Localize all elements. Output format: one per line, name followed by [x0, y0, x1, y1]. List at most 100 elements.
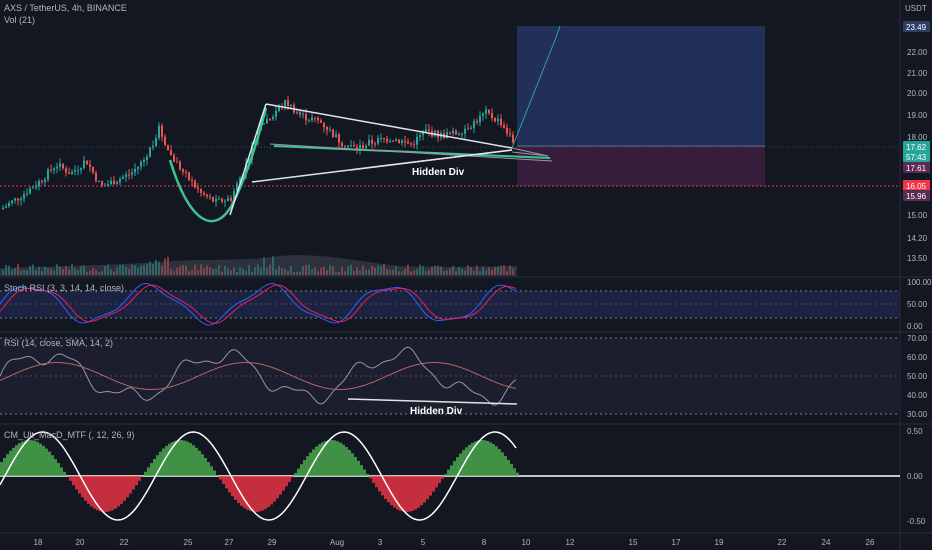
volume-bar: [362, 265, 364, 275]
volume-bar: [194, 264, 196, 275]
macd-tick-label: 0.00: [907, 472, 923, 481]
volume-bar: [332, 266, 334, 275]
candle-body: [362, 145, 364, 149]
volume-bar: [509, 265, 511, 275]
macd-hist-bar: [300, 464, 303, 476]
wedge-tip: [511, 147, 549, 157]
candle-body: [176, 161, 178, 163]
volume-bar: [470, 267, 472, 275]
volume-bar: [428, 269, 430, 275]
candle-body: [128, 174, 130, 176]
candle-body: [320, 120, 322, 123]
volume-bar: [347, 266, 349, 275]
volume-bar: [383, 264, 385, 275]
volume-bar: [212, 268, 214, 275]
macd-hist-bar: [420, 476, 423, 506]
time-axis[interactable]: 18 20 22 25 27 29 Aug 3 5 8 10 12 15 17 19 22 24 26: [34, 538, 875, 547]
rsi-legend[interactable]: RSI (14, close, SMA, 14, 2): [4, 338, 114, 348]
rally-line[interactable]: [229, 103, 267, 216]
volume-bar: [302, 265, 304, 275]
volume-bar: [272, 256, 274, 275]
macd-hist-bar: [102, 476, 105, 512]
projection-line[interactable]: [511, 25, 561, 149]
candle-body: [152, 145, 154, 148]
time-tick-label: 24: [822, 538, 831, 547]
hidden-div-line[interactable]: [349, 149, 513, 171]
volume-bar: [182, 264, 184, 275]
volume-bar: [251, 271, 253, 275]
macd-hist-bar: [156, 455, 159, 476]
volume-bar: [74, 268, 76, 275]
volume-bar: [59, 266, 61, 275]
candle-body: [143, 159, 145, 162]
volume-bar: [296, 271, 298, 275]
volume-bar: [419, 264, 421, 275]
channel-upper-line[interactable]: [265, 103, 513, 149]
macd-hist-bar: [294, 472, 297, 476]
macd-hist-bar: [30, 440, 33, 476]
volume-bar: [329, 265, 331, 275]
macd-hist-bar: [438, 476, 441, 484]
time-tick-label: 3: [378, 538, 383, 547]
volume-legend[interactable]: Vol (21): [4, 15, 36, 25]
candle-body: [455, 130, 457, 135]
macd-hist-bar: [12, 447, 15, 476]
volume-bar: [494, 266, 496, 275]
volume-bar: [47, 268, 49, 275]
rounding-bottom-curve[interactable]: [168, 107, 268, 223]
candle-body: [404, 140, 406, 142]
candle-body: [53, 168, 55, 171]
macd-hist-bar: [483, 440, 486, 476]
macd-hist-bar: [333, 440, 336, 476]
time-tick-label: 29: [268, 538, 277, 547]
candle-body: [161, 125, 163, 137]
candle-body: [299, 112, 301, 115]
candle-body: [482, 113, 484, 116]
candle-body: [44, 179, 46, 182]
macd-hist-bar: [261, 476, 264, 511]
volume-bar: [413, 270, 415, 275]
volume-bar: [275, 269, 277, 275]
stoch-k-line: [0, 282, 517, 326]
candle-body: [200, 189, 202, 193]
stoch-legend[interactable]: Stoch RSI (3, 3, 14, 14, close): [4, 283, 125, 293]
volume-bar: [497, 266, 499, 275]
macd-legend[interactable]: CM_Ult_MacD_MTF (, 12, 26, 9): [4, 430, 135, 440]
volume-bar: [434, 265, 436, 275]
macd-hist-bar: [117, 476, 120, 507]
channel-lower-gray-line[interactable]: [269, 143, 553, 162]
candle-body: [437, 130, 439, 138]
candle-body: [86, 160, 88, 165]
quote-currency: USDT: [905, 4, 927, 13]
candle-body: [290, 104, 292, 107]
volume-bar: [152, 263, 154, 275]
price-label-text: 23.49: [906, 23, 927, 32]
volume-bar: [257, 264, 259, 275]
rsi-ma-line: [0, 362, 517, 390]
long-stop-zone[interactable]: [517, 146, 765, 186]
candle-body: [179, 161, 181, 170]
candle-body: [146, 156, 148, 160]
volume-bar: [440, 266, 442, 275]
candle-body: [239, 178, 241, 184]
macd-hist-bar: [216, 475, 219, 476]
candle-body: [191, 179, 193, 182]
volume-bar: [131, 264, 133, 275]
macd-hist-bar: [453, 461, 456, 476]
candle-body: [401, 140, 403, 143]
channel-lower-green-line[interactable]: [273, 145, 551, 159]
volume-bar: [506, 271, 508, 275]
long-profit-zone[interactable]: [517, 26, 765, 146]
trendline-drawings[interactable]: [168, 103, 553, 223]
volume-bar: [146, 263, 148, 275]
symbol-legend[interactable]: AXS / TetherUS, 4h, BINANCE: [4, 3, 127, 13]
rsi-divergence-line[interactable]: [347, 398, 518, 405]
macd-hist-bar: [507, 459, 510, 476]
macd-hist-bar: [192, 445, 195, 476]
macd-hist-bar: [504, 455, 507, 476]
macd-hist-bar: [342, 444, 345, 476]
volume-bar: [461, 269, 463, 275]
candle-body: [65, 168, 67, 173]
